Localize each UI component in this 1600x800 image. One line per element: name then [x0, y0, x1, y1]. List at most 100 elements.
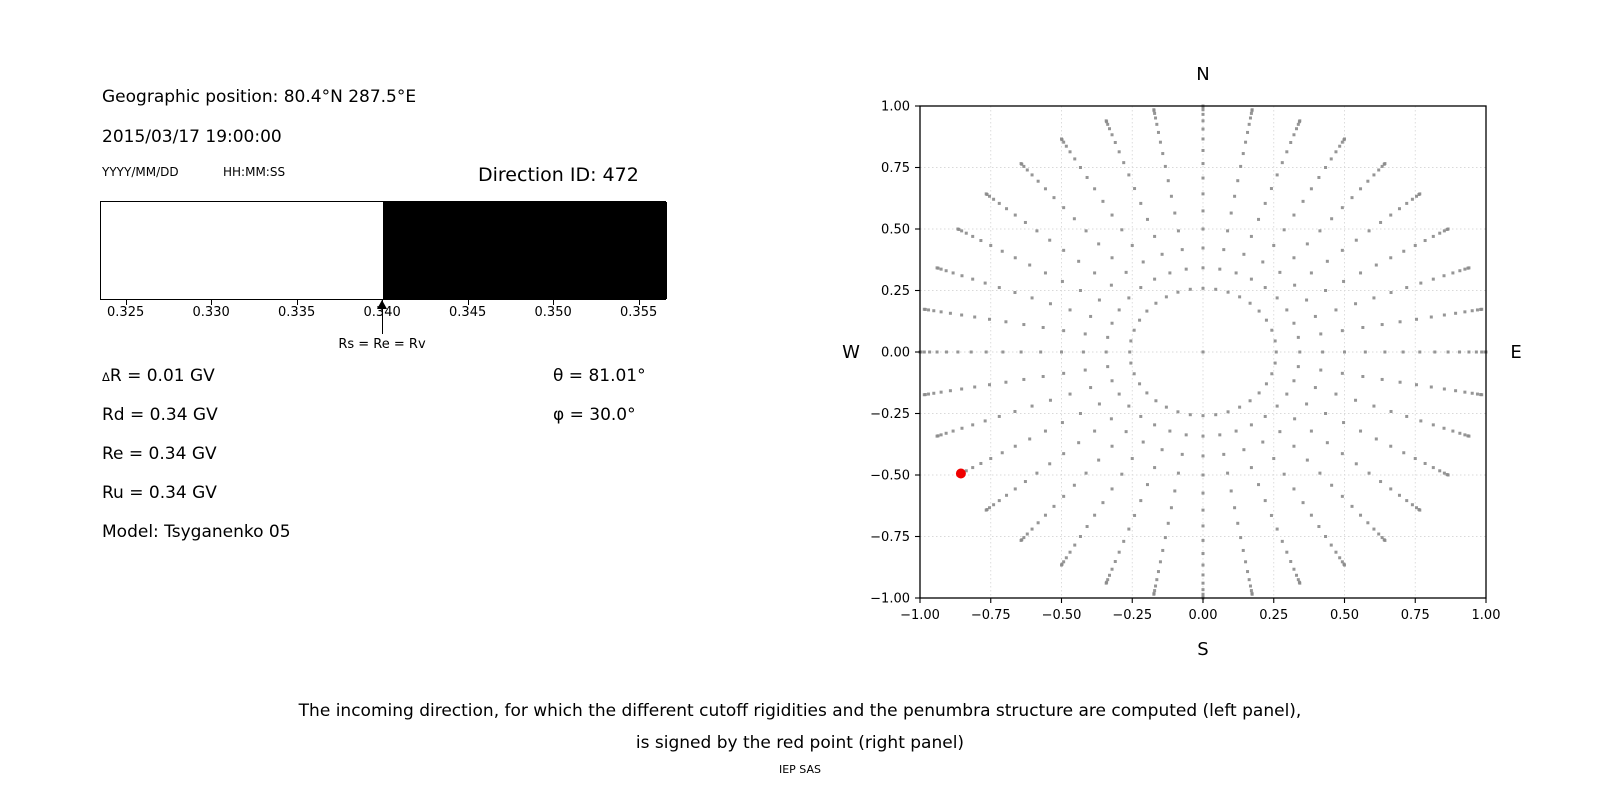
- direction-dot: [1296, 335, 1300, 339]
- direction-dot: [1226, 229, 1230, 233]
- direction-dot: [1389, 213, 1393, 217]
- direction-dot: [1085, 525, 1089, 529]
- direction-dot: [1438, 469, 1442, 473]
- direction-dot: [1093, 429, 1097, 433]
- direction-dot: [1062, 206, 1066, 210]
- direction-dot: [1317, 525, 1321, 529]
- direction-dot: [1093, 187, 1097, 191]
- direction-dot: [1343, 563, 1346, 567]
- direction-dot: [1405, 201, 1409, 205]
- direction-dot: [1275, 404, 1279, 408]
- direction-dot: [1298, 350, 1302, 354]
- value-theta: θ = 81.01°: [553, 366, 646, 386]
- direction-dot: [1372, 173, 1376, 177]
- direction-dot: [1060, 421, 1064, 425]
- direction-dot: [1201, 137, 1205, 141]
- direction-dot: [1238, 295, 1242, 299]
- direction-dot: [1446, 227, 1450, 231]
- direction-dot: [1361, 325, 1365, 329]
- penumbra-tick-mark: [467, 300, 469, 305]
- direction-dot: [1226, 471, 1230, 475]
- direction-dot: [1127, 404, 1131, 408]
- direction-dot: [1201, 581, 1205, 585]
- direction-dot: [1273, 339, 1277, 343]
- direction-dot: [1324, 289, 1328, 292]
- direction-dot: [997, 499, 1001, 503]
- direction-dot: [1249, 111, 1253, 115]
- direction-dot: [1060, 563, 1063, 567]
- direction-dot: [1451, 429, 1455, 433]
- direction-dot: [1043, 429, 1047, 433]
- direction-dot: [1292, 321, 1296, 325]
- direction-dot: [1405, 414, 1409, 418]
- direction-dot: [1127, 527, 1131, 531]
- direction-dot: [1298, 581, 1302, 585]
- direction-map-plot: −1.00 −0.75 −0.50 −0.25 0.00 0.25 0.50 0.75 1.00…: [842, 64, 1522, 660]
- direction-dot: [1155, 122, 1159, 126]
- direction-dot: [969, 350, 973, 354]
- direction-dot: [1383, 162, 1387, 166]
- direction-dot: [1280, 161, 1284, 165]
- direction-dot: [1139, 286, 1143, 290]
- penumbra-tick-label: 0.325: [107, 305, 145, 320]
- direction-dot: [1013, 487, 1017, 491]
- direction-dot: [1036, 521, 1040, 525]
- direction-dot: [989, 243, 993, 247]
- direction-dot: [922, 393, 926, 397]
- penumbra-tick-label: 0.335: [278, 305, 316, 320]
- direction-dot: [1106, 578, 1110, 582]
- direction-dot: [1244, 560, 1248, 564]
- direction-dot: [1052, 196, 1056, 200]
- direction-dot: [1164, 295, 1168, 299]
- direction-dot: [1022, 323, 1026, 327]
- direction-dot: [1274, 350, 1278, 354]
- direction-dot: [997, 201, 1001, 205]
- direction-dot: [1013, 291, 1017, 295]
- direction-dot: [1480, 350, 1484, 354]
- direction-dot: [1343, 350, 1346, 354]
- direction-dot: [1401, 350, 1405, 354]
- direction-dot: [1078, 289, 1082, 292]
- direction-dot: [1139, 499, 1143, 503]
- direction-dot: [1429, 315, 1433, 319]
- direction-dot: [1309, 187, 1313, 191]
- direction-dot: [1414, 194, 1418, 198]
- direction-dot: [1043, 271, 1047, 275]
- x-tick-label: 0.25: [1259, 608, 1288, 623]
- direction-dot: [1475, 308, 1479, 312]
- direction-dot: [1201, 538, 1205, 542]
- direction-dot: [1263, 201, 1267, 205]
- direction-dot: [1201, 112, 1205, 116]
- x-tick-label: −0.25: [1112, 608, 1152, 623]
- direction-dot: [951, 429, 955, 433]
- direction-dot: [1022, 536, 1026, 540]
- annotation-arrow-head: [377, 300, 387, 309]
- direction-dot: [1083, 368, 1087, 372]
- direction-dot: [1176, 229, 1180, 233]
- direction-dot: [1389, 444, 1393, 448]
- direction-dot: [1275, 173, 1279, 177]
- direction-dot: [1359, 187, 1363, 191]
- direction-dot: [1139, 201, 1143, 205]
- direction-dot: [1068, 550, 1072, 554]
- direction-dot: [1153, 111, 1157, 115]
- x-tick-label: 0.75: [1401, 608, 1430, 623]
- direction-dot: [1089, 386, 1093, 390]
- direction-dot: [1374, 437, 1378, 441]
- direction-dot: [1242, 252, 1246, 256]
- direction-dot: [1309, 429, 1313, 433]
- direction-dot: [1043, 513, 1047, 517]
- direction-dot: [1305, 402, 1309, 406]
- direction-dot: [1305, 458, 1309, 462]
- direction-dot: [1062, 452, 1066, 456]
- direction-dot: [1249, 423, 1253, 427]
- direction-dot: [1064, 556, 1068, 560]
- direction-dot: [1222, 248, 1226, 252]
- direction-dot: [1013, 213, 1017, 217]
- direction-dot: [1338, 556, 1342, 560]
- direction-dot: [945, 350, 949, 354]
- direction-dot: [1249, 589, 1253, 593]
- direction-dot: [1446, 473, 1450, 477]
- direction-dot: [1073, 157, 1077, 161]
- direction-dot: [1025, 532, 1029, 536]
